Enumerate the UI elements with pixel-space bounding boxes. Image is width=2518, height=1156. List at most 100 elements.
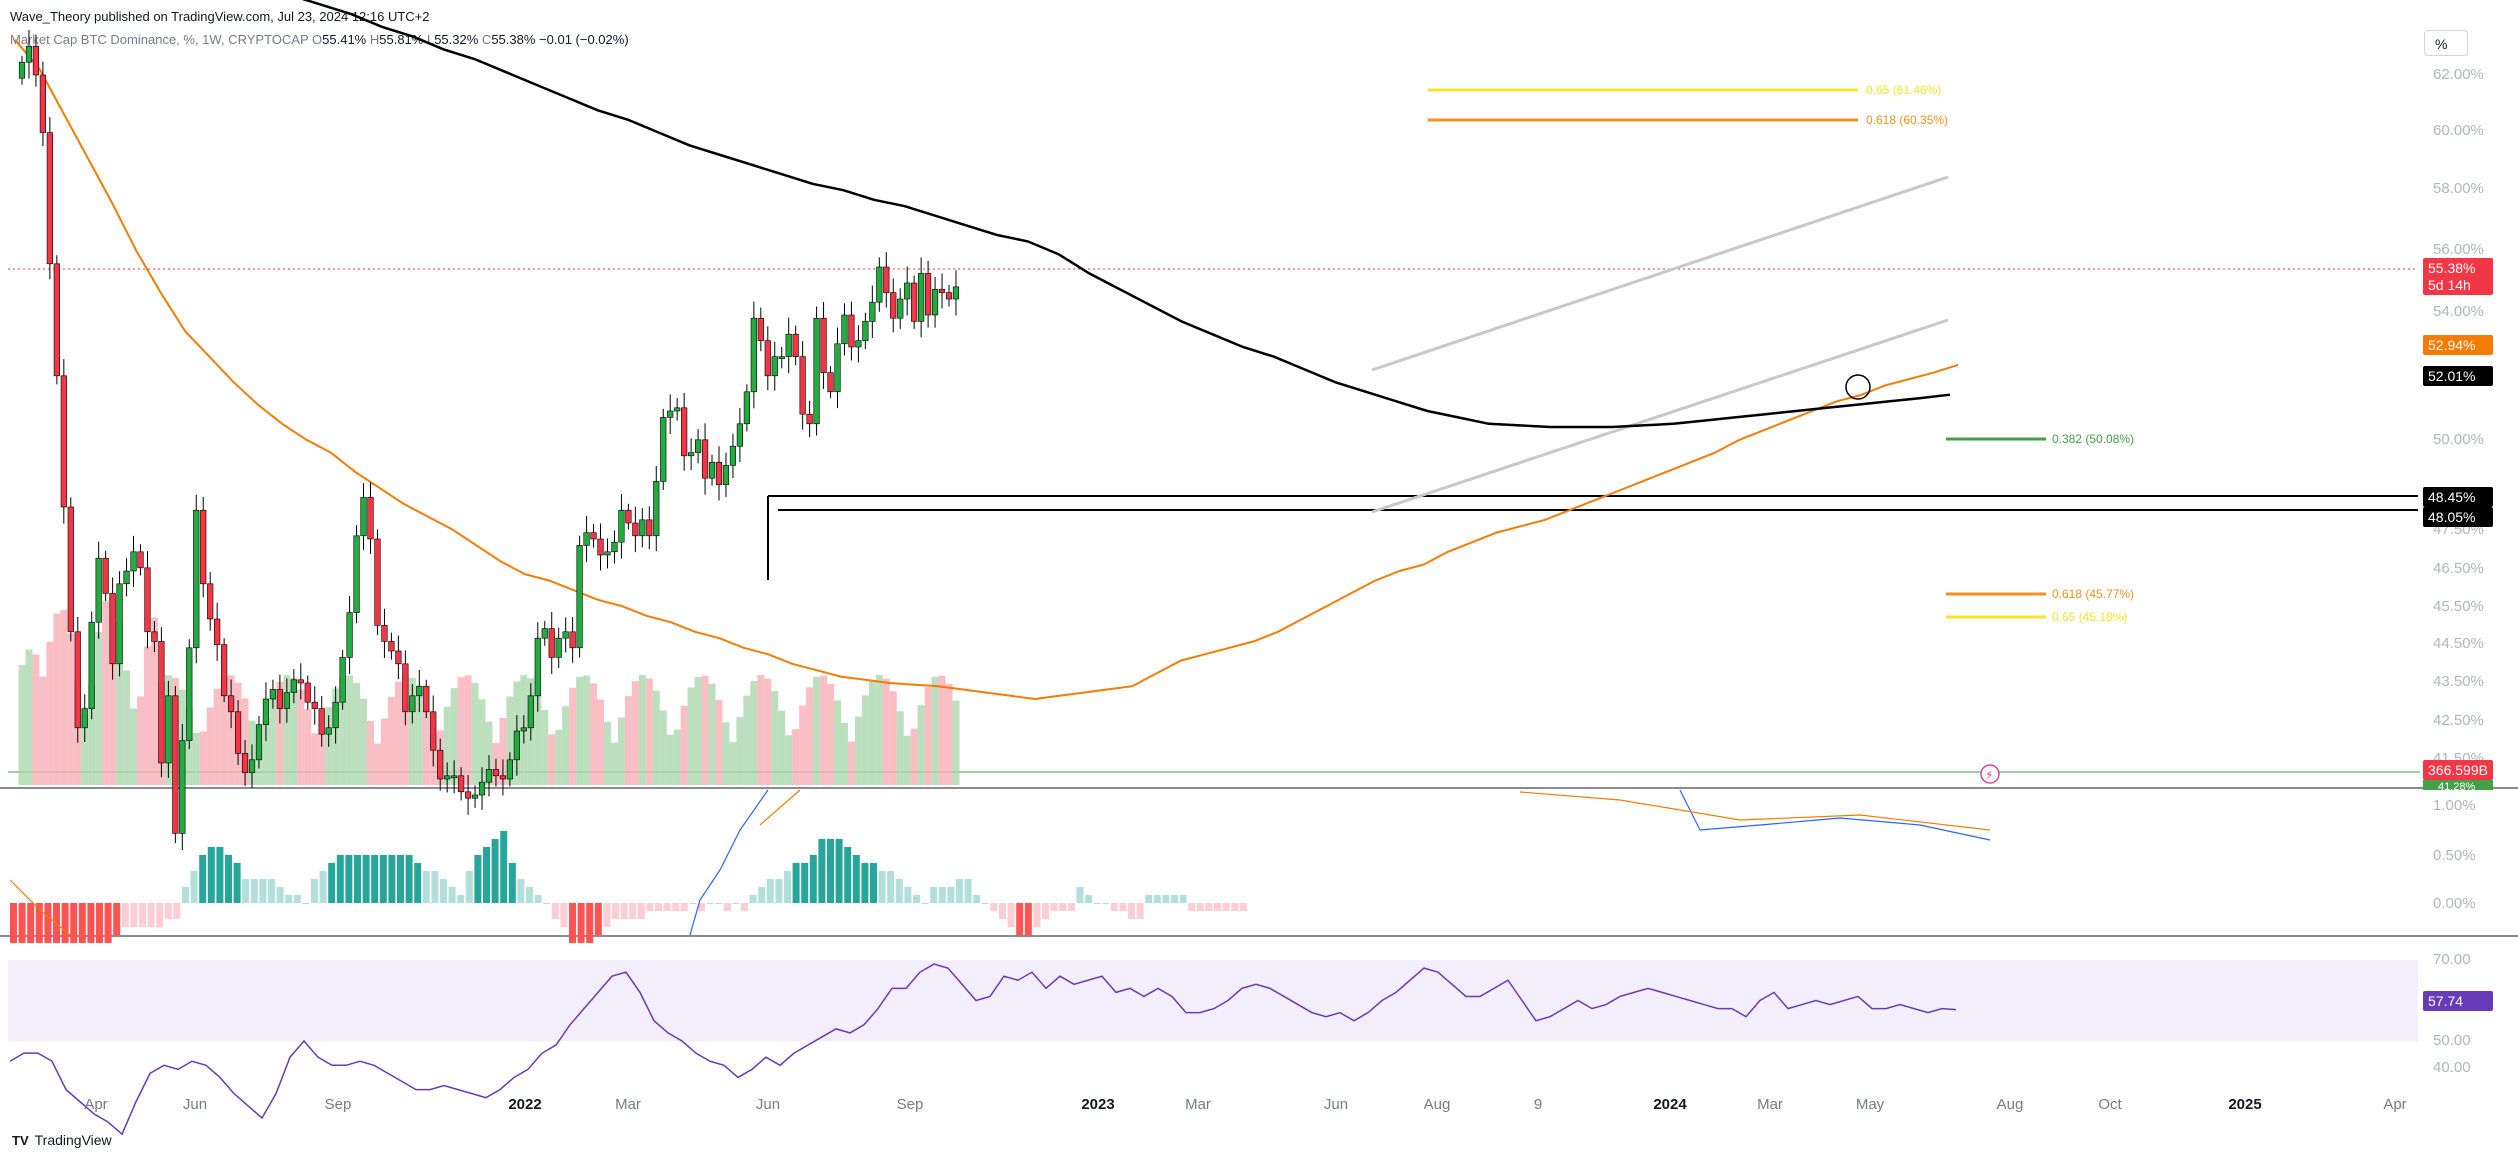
- levels-layer: 0.65 (61.46%) 0.618 (60.35%) 0.382 (50.08%…: [8, 83, 2418, 624]
- volume-bar: [380, 718, 388, 785]
- candle-body: [367, 497, 374, 540]
- moving-averages-layer: [14, 0, 1959, 701]
- macd-histogram-bar: [878, 871, 886, 903]
- volume-bar: [506, 696, 514, 785]
- price-tag-bg: [2423, 258, 2493, 278]
- ema-50-line: [14, 39, 1959, 701]
- y-axis-tick-label: 50.00%: [2433, 431, 2484, 448]
- volume-bar: [32, 654, 40, 785]
- macd-histogram-bar: [1119, 903, 1127, 911]
- symbol-label[interactable]: Market Cap BTC Dominance, %, 1W, CRYPTOC…: [10, 32, 309, 47]
- macd-histogram-bar: [483, 847, 490, 903]
- tradingview-brand[interactable]: TradingView: [34, 1132, 112, 1148]
- candle-body: [771, 356, 778, 377]
- macd-histogram-bar: [362, 855, 370, 903]
- volume-bar: [757, 675, 765, 785]
- candle-body: [102, 557, 109, 594]
- macd-histogram-bar: [698, 903, 705, 911]
- candle-body: [639, 519, 646, 537]
- macd-histogram-bar: [1196, 903, 1204, 911]
- rsi-axis-tick-label: 40.00: [2433, 1059, 2471, 1076]
- candle-body: [785, 333, 792, 357]
- macd-histogram-bar: [1076, 887, 1084, 903]
- candle-body: [890, 292, 897, 319]
- fib-level-label: 0.618 (45.77%): [2052, 587, 2134, 601]
- macd-histogram-bar: [784, 871, 791, 903]
- macd-histogram-bar: [319, 871, 327, 903]
- macd-histogram-bar: [87, 903, 95, 943]
- macd-signal-line: [1519, 791, 1991, 831]
- candle-body: [458, 775, 465, 793]
- candle-body: [95, 557, 102, 623]
- candle-body: [834, 343, 841, 393]
- y-axis-tick-label: 60.00%: [2433, 122, 2484, 139]
- candle-body: [918, 273, 925, 322]
- macd-histogram-bar: [207, 847, 215, 903]
- candle-body: [792, 333, 799, 357]
- volume-bar: [541, 709, 549, 785]
- macd-histogram-bar: [680, 903, 688, 911]
- volume-bar: [917, 705, 925, 785]
- macd-histogram-bar: [35, 903, 43, 943]
- volume-bar: [813, 676, 821, 785]
- low-value: 55.32%: [434, 32, 479, 47]
- volume-bar: [854, 716, 862, 785]
- macd-histogram-bar: [1110, 903, 1118, 911]
- volume-bar: [353, 682, 361, 785]
- candle-body: [632, 522, 639, 537]
- percent-scale-button[interactable]: %: [2424, 30, 2468, 56]
- macd-histogram-bar: [551, 903, 559, 919]
- rsi-line: [9, 963, 1957, 1136]
- candle-body: [193, 509, 200, 649]
- macd-histogram-bar: [27, 903, 35, 943]
- candles-layer: [18, 29, 960, 851]
- macd-histogram-bar: [861, 863, 869, 903]
- volume-bar: [478, 699, 486, 785]
- macd-histogram-bar: [96, 903, 103, 943]
- candle-body: [883, 266, 890, 293]
- volume-bar: [25, 649, 33, 785]
- candle-body: [388, 641, 395, 652]
- candle-body: [109, 593, 116, 665]
- x-axis-tick-label: 2024: [1653, 1096, 1687, 1113]
- rsi-axis-tick-label: 50.00: [2433, 1032, 2471, 1049]
- macd-histogram-bar: [371, 855, 379, 903]
- candle-body: [374, 538, 381, 626]
- candle-body: [750, 317, 757, 393]
- volume-bar: [673, 729, 681, 785]
- macd-histogram-bar: [809, 855, 817, 903]
- volume-bar: [346, 675, 354, 785]
- candle-body: [757, 317, 764, 341]
- candle-body: [269, 689, 277, 700]
- macd-histogram-bar: [457, 895, 465, 903]
- candle-body: [548, 628, 555, 658]
- macd-histogram-bar: [1222, 903, 1230, 911]
- candle-body: [876, 266, 883, 303]
- candle-body: [513, 730, 520, 761]
- x-axis-tick-label: 2023: [1081, 1096, 1114, 1113]
- macd-histogram-bar: [964, 879, 972, 903]
- volume-bar: [443, 706, 451, 785]
- macd-histogram-bar: [637, 903, 645, 919]
- volume-bar: [206, 707, 214, 785]
- volume-bar: [617, 717, 625, 785]
- volume-bar: [583, 675, 591, 785]
- x-axis-tick-label: Aug: [1997, 1096, 2024, 1113]
- y-axis-tick-label: 54.00%: [2433, 303, 2484, 320]
- macd-histogram-bar: [1024, 903, 1032, 935]
- candle-body: [806, 413, 813, 425]
- candle-body: [541, 628, 548, 639]
- candle-body: [569, 631, 576, 649]
- macd-histogram-bar: [44, 903, 52, 943]
- candle-body: [297, 679, 304, 684]
- candle-body: [234, 711, 242, 754]
- x-axis-tick-label: Apr: [84, 1096, 107, 1113]
- volume-bar: [861, 695, 869, 785]
- macd-histogram-bar: [844, 847, 852, 903]
- macd-axis-tick-label: 0.50%: [2433, 847, 2476, 864]
- candle-body: [911, 282, 918, 322]
- volume-bar: [60, 610, 68, 785]
- macd-histogram-bar: [723, 903, 731, 911]
- ema-tag: 52.94%: [2428, 337, 2475, 353]
